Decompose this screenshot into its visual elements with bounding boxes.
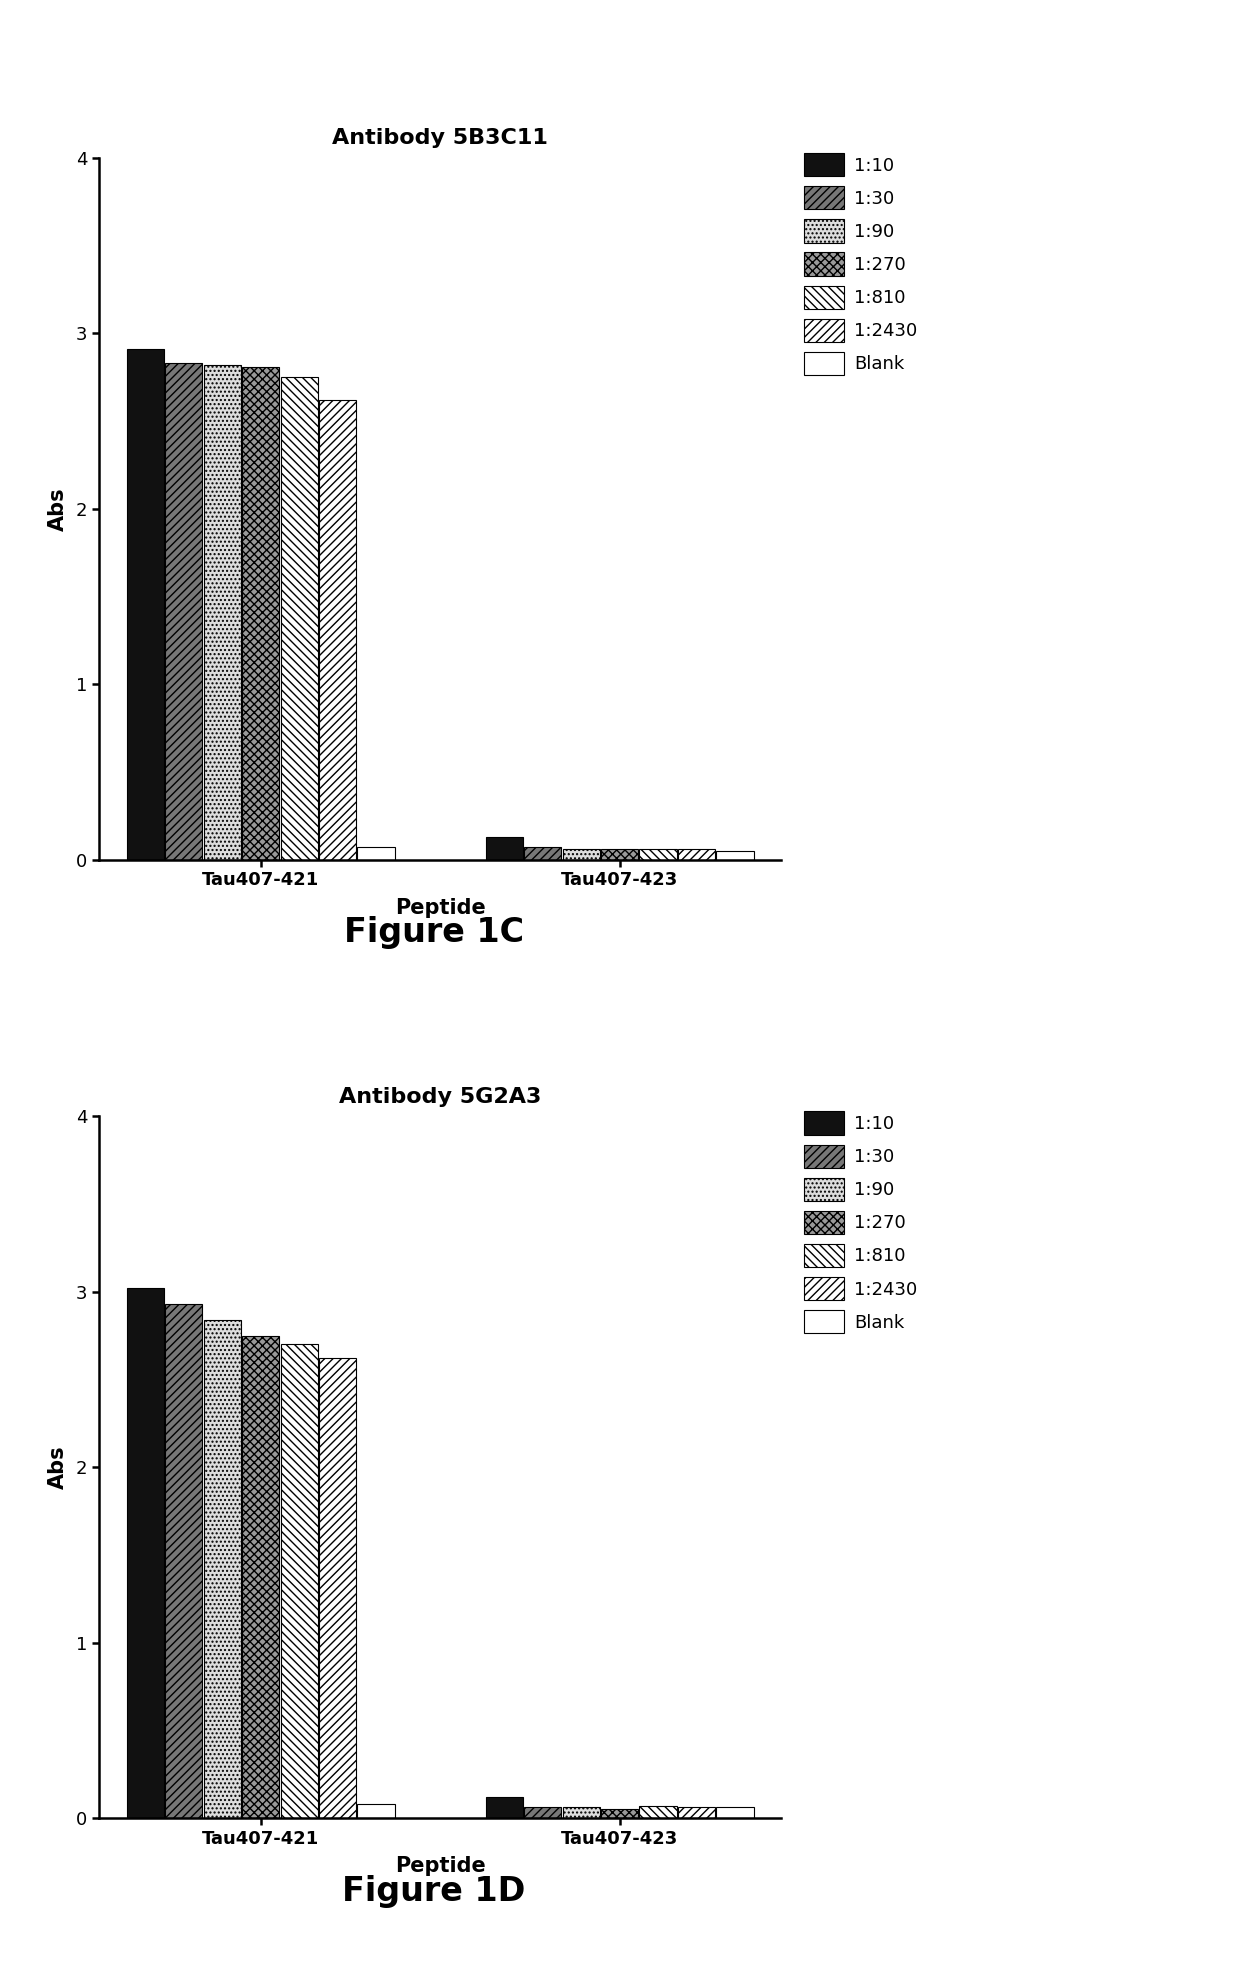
Bar xyxy=(640,850,677,860)
Bar xyxy=(601,1810,639,1818)
Text: Figure 1D: Figure 1D xyxy=(342,1875,526,1907)
Y-axis label: Abs: Abs xyxy=(47,486,67,532)
Y-axis label: Abs: Abs xyxy=(47,1444,67,1490)
Bar xyxy=(678,850,715,860)
Bar xyxy=(563,850,600,860)
Title: Antibody 5B3C11: Antibody 5B3C11 xyxy=(332,128,548,148)
X-axis label: Peptide: Peptide xyxy=(394,1855,486,1875)
Bar xyxy=(563,1808,600,1818)
Bar xyxy=(357,848,394,860)
X-axis label: Peptide: Peptide xyxy=(394,897,486,917)
Bar xyxy=(165,364,202,860)
Bar xyxy=(126,1288,164,1818)
Title: Antibody 5G2A3: Antibody 5G2A3 xyxy=(339,1087,542,1107)
Legend: 1:10, 1:30, 1:90, 1:270, 1:810, 1:2430, Blank: 1:10, 1:30, 1:90, 1:270, 1:810, 1:2430, … xyxy=(804,152,918,375)
Bar xyxy=(357,1804,394,1818)
Bar xyxy=(242,1336,279,1818)
Bar xyxy=(280,1344,317,1818)
Bar xyxy=(242,368,279,860)
Bar xyxy=(486,836,523,860)
Bar xyxy=(486,1796,523,1818)
Bar xyxy=(203,1320,241,1818)
Bar xyxy=(203,366,241,860)
Bar xyxy=(280,377,317,860)
Bar xyxy=(319,399,356,860)
Bar xyxy=(717,852,754,860)
Bar xyxy=(525,1808,562,1818)
Bar xyxy=(319,1358,356,1818)
Bar xyxy=(126,350,164,860)
Bar xyxy=(640,1806,677,1818)
Text: Figure 1C: Figure 1C xyxy=(343,917,525,948)
Bar xyxy=(165,1304,202,1818)
Legend: 1:10, 1:30, 1:90, 1:270, 1:810, 1:2430, Blank: 1:10, 1:30, 1:90, 1:270, 1:810, 1:2430, … xyxy=(804,1111,918,1334)
Bar xyxy=(717,1808,754,1818)
Bar xyxy=(678,1808,715,1818)
Bar xyxy=(601,850,639,860)
Bar xyxy=(525,848,562,860)
